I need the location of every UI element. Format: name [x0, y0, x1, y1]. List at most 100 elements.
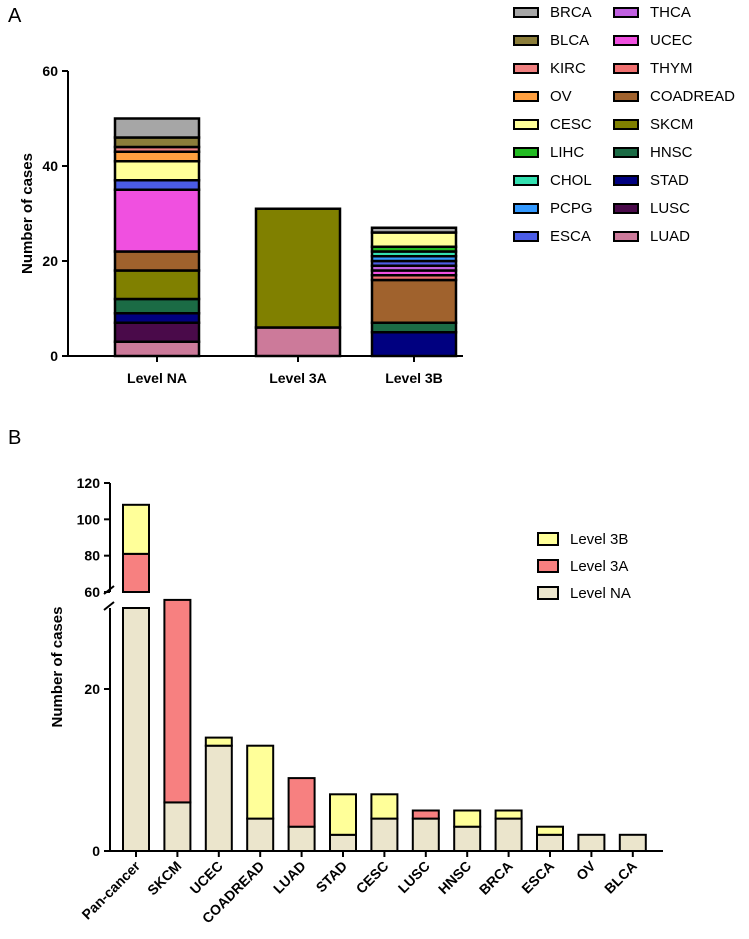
panel-b-y-tick-label: 120 [77, 475, 101, 491]
panel-a-bar-segment [370, 231, 458, 248]
panel-b-bar-segment [536, 833, 564, 852]
panel-a-bar-segment [113, 160, 201, 182]
panel-a-legend-label: LIHC [550, 144, 584, 161]
panel-a-legend-label: PCPG [550, 200, 593, 217]
panel-a-legend-swatch [513, 63, 539, 74]
panel-b-bar-segment [122, 552, 150, 593]
panel-b-legend-swatch [537, 532, 559, 546]
panel-b-bar-segment [370, 793, 399, 820]
panel-letter-b: B [8, 427, 21, 449]
panel-a-y-tick-label: 0 [50, 348, 58, 364]
panel-a-bar-segment [370, 321, 458, 334]
panel-a-bar-segment [113, 321, 201, 343]
panel-b-x-tick-label: ESCA [518, 858, 557, 897]
panel-b-bar-segment [536, 825, 564, 836]
panel-a-bar-segment [254, 326, 342, 358]
panel-b-bar-segment [163, 801, 192, 853]
panel-b-bar-segment [246, 817, 275, 852]
panel-a-legend-swatch [613, 119, 639, 130]
panel-b-y-tick-label: 100 [77, 511, 101, 527]
panel-a-legend-swatch [513, 147, 539, 158]
panel-a-legend-swatch [613, 63, 639, 74]
panel-a-bar-segment [113, 250, 201, 272]
panel-a-legend-swatch [613, 35, 639, 46]
panel-a-y-tick-label: 40 [42, 158, 58, 174]
panel-a-legend-swatch [513, 7, 539, 18]
panel-b-bar-segment [453, 825, 482, 853]
panel-a-legend-swatch [513, 203, 539, 214]
panel-b-bar-segment [246, 744, 275, 820]
panel-a-legend-swatch [613, 147, 639, 158]
panel-b-x-tick-label: STAD [313, 858, 351, 896]
panel-a-bar-segment [113, 312, 201, 324]
panel-a-legend-label: BLCA [550, 32, 589, 49]
panel-b-axis-break-mark [103, 601, 115, 611]
panel-a-bar-segment [370, 331, 458, 358]
panel-b-bar-segment [204, 744, 233, 853]
panel-b-bar-segment [163, 598, 192, 804]
panel-b-y-tick-label: 60 [84, 584, 100, 600]
panel-a-legend-label: THYM [650, 60, 693, 77]
panel-a-y-tick-label: 60 [42, 63, 58, 79]
panel-a-legend-label: HNSC [650, 144, 693, 161]
panel-b-legend-swatch [537, 586, 559, 600]
panel-a-bar-segment [113, 150, 201, 163]
panel-a-legend-label: UCEC [650, 32, 693, 49]
panel-a-x-tick-label: Level 3B [385, 370, 443, 386]
panel-a-legend-label: COADREAD [650, 88, 735, 105]
panel-b-bar-segment [494, 817, 523, 852]
panel-b-bar-segment [329, 833, 357, 852]
panel-a-bar-segment [370, 278, 458, 324]
panel-b-y-axis-title: Number of cases [49, 607, 66, 728]
panel-a-x-tick-label: Level 3A [269, 370, 327, 386]
panel-b-x-tick-label: LUSC [395, 858, 433, 896]
panel-a-x-tick-label: Level NA [127, 370, 187, 386]
panel-b-bar-segment [494, 809, 523, 820]
panel-a-bar-segment [254, 207, 342, 329]
panel-a-bar-segment [113, 340, 201, 358]
panel-a-bar-segment [113, 269, 201, 301]
panel-a-legend-label: OV [550, 88, 572, 105]
panel-a-bar-segment [113, 297, 201, 315]
panel-b-legend-label: Level 3A [570, 558, 628, 575]
panel-a-legend-label: LUAD [650, 228, 690, 245]
panel-b-bar-segment [453, 809, 482, 828]
panel-letter-a: A [8, 5, 22, 27]
panel-a-legend-label: CHOL [550, 172, 592, 189]
panel-b-y-tick-label: 20 [84, 681, 100, 697]
panel-b-x-tick-label: LUAD [270, 858, 309, 897]
panel-b-x-tick-label: Pan-cancer [78, 857, 143, 922]
panel-b-x-tick-label: UCEC [187, 858, 226, 897]
panel-a-legend-label: CESC [550, 116, 592, 133]
panel-a-legend-swatch [513, 119, 539, 130]
panel-a-legend-label: ESCA [550, 228, 591, 245]
panel-a-legend-label: BRCA [550, 4, 592, 21]
panel-a-legend-swatch [613, 7, 639, 18]
panel-b-bar-segment [411, 817, 440, 852]
panel-a-legend-swatch [513, 175, 539, 186]
panel-a-legend-label: STAD [650, 172, 689, 189]
panel-b-x-tick-label: OV [573, 857, 599, 883]
panel-b-bar-segment [577, 833, 606, 852]
panel-a-legend-swatch [613, 231, 639, 242]
panel-b-y-tick-label: 0 [92, 843, 100, 859]
panel-b-legend-swatch [537, 559, 559, 573]
panel-a-legend-swatch [513, 231, 539, 242]
panel-b-bar-segment [204, 736, 233, 747]
panel-a-legend-swatch [613, 175, 639, 186]
panel-a-bar-segment [370, 226, 458, 234]
panel-b-legend-label: Level 3B [570, 531, 628, 548]
panel-a-legend-swatch [513, 91, 539, 102]
panel-a-legend-label: KIRC [550, 60, 586, 77]
panel-b-bar-segment [122, 503, 150, 555]
panel-a-y-axis-title: Number of cases [19, 153, 36, 274]
panel-a-legend-swatch [613, 203, 639, 214]
panel-a-legend-label: LUSC [650, 200, 690, 217]
panel-b-bar-segment [370, 817, 399, 852]
panel-b-bar-segment [618, 833, 647, 852]
panel-b-x-tick-label: CESC [353, 858, 392, 897]
panel-b-legend-label: Level NA [570, 585, 631, 602]
panel-b-bar-segment [329, 793, 357, 836]
panel-a-legend-label: THCA [650, 4, 691, 21]
